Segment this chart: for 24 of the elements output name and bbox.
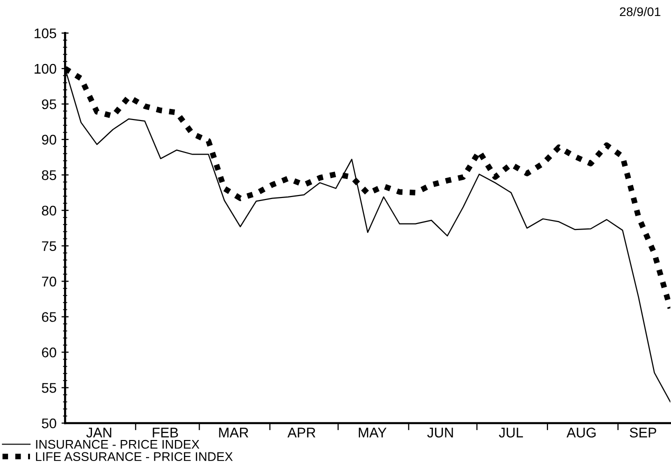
text: 28/9/01: [620, 6, 660, 16]
y-tick-label: 80: [42, 206, 56, 216]
x-tick-label: SEP: [630, 428, 656, 438]
x-tick-label: AUG: [566, 428, 596, 438]
x-tick-label: MAY: [358, 428, 386, 438]
y-tick-label: 75: [42, 241, 56, 252]
x-tick-label: FEB: [152, 428, 178, 438]
x-tick-label: MAR: [219, 428, 248, 438]
y-tick-label: 65: [42, 312, 56, 322]
y-tick-label: 50: [42, 418, 56, 428]
y-tick-label: 95: [42, 99, 56, 110]
y-tick-label: 70: [42, 276, 56, 286]
x-tick-label: JUL: [498, 428, 523, 438]
legend-label: INSURANCE - PRICE INDEX: [36, 440, 200, 449]
y-tick-label: 85: [42, 170, 56, 180]
y-tick-label: 60: [42, 348, 56, 358]
legend-label: LIFE ASSURANCE - PRICE INDEX: [36, 452, 233, 462]
y-tick-label: 105: [34, 28, 56, 38]
x-tick-label: JAN: [86, 428, 112, 438]
x-tick-label: APR: [287, 428, 316, 438]
x-tick-label: JUN: [427, 428, 453, 438]
y-tick-label: 100: [34, 64, 56, 74]
y-tick-label: 90: [42, 134, 56, 145]
y-tick-label: 55: [42, 383, 56, 393]
